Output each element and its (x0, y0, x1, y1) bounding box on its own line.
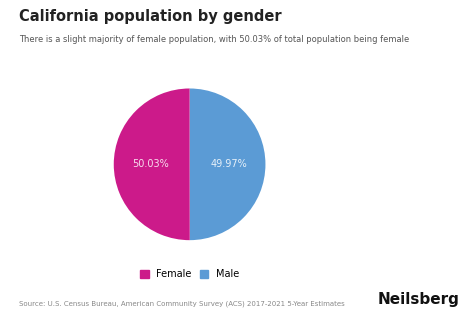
Text: 49.97%: 49.97% (210, 159, 247, 169)
Wedge shape (114, 88, 190, 240)
Text: There is a slight majority of female population, with 50.03% of total population: There is a slight majority of female pop… (19, 35, 409, 44)
Text: California population by gender: California population by gender (19, 9, 282, 24)
Legend: Female, Male: Female, Male (140, 269, 239, 279)
Text: Source: U.S. Census Bureau, American Community Survey (ACS) 2017-2021 5-Year Est: Source: U.S. Census Bureau, American Com… (19, 300, 345, 307)
Text: Neilsberg: Neilsberg (378, 292, 460, 307)
Wedge shape (190, 88, 265, 240)
Text: 50.03%: 50.03% (132, 159, 169, 169)
